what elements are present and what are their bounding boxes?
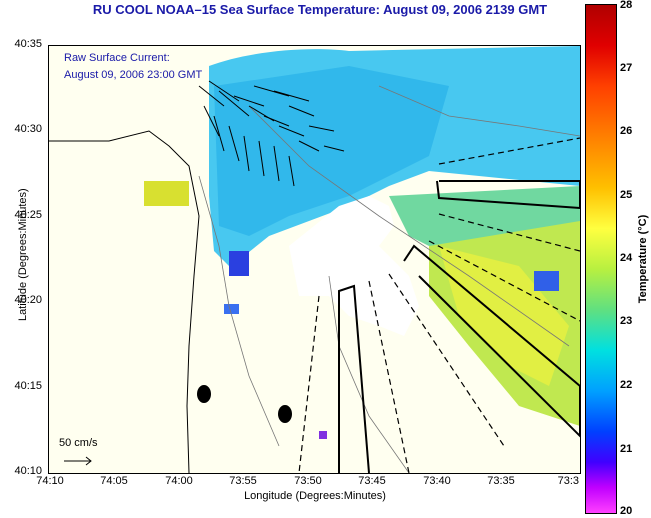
missing-data-area (289, 196, 419, 336)
sst-warm-patch (144, 181, 189, 206)
current-label-line2: August 09, 2006 23:00 GMT (64, 69, 203, 81)
colorbar-tick: 21 (620, 443, 633, 455)
colorbar-tick: 20 (620, 505, 633, 517)
map-plot-area (48, 45, 581, 474)
scale-label: 50 cm/s (59, 437, 98, 449)
sst-blue-patch (229, 251, 249, 276)
contour-line (378, 85, 580, 137)
station-dot (197, 385, 211, 403)
y-tick-label: 40:15 (14, 380, 42, 392)
y-tick-label: 40:10 (14, 465, 42, 477)
colorbar-tick: 22 (620, 379, 633, 391)
colorbar-tick: 26 (620, 125, 633, 137)
scale-arrow-head (85, 456, 92, 466)
x-tick-label: 74:00 (165, 475, 193, 487)
x-tick-label: 73:45 (358, 475, 386, 487)
colorbar-label: Temperature (°C) (637, 214, 649, 304)
surface-current-vectors (198, 80, 345, 187)
y-tick-label: 40:35 (14, 38, 42, 50)
sst-cyan-region (214, 66, 449, 236)
transect-box (403, 244, 580, 438)
x-tick-label: 73:3 (557, 475, 579, 487)
x-tick-label: 73:40 (423, 475, 451, 487)
coastline (49, 130, 200, 473)
x-tick-label: 74:05 (100, 475, 128, 487)
x-tick-label: 73:50 (294, 475, 322, 487)
colorbar-tick: 27 (620, 62, 633, 74)
station-dot (278, 405, 292, 423)
contour-line (198, 175, 280, 447)
sst-blue-patch (534, 271, 559, 291)
transect-box (436, 180, 580, 210)
x-axis-label: Longitude (Degrees:Minutes) (244, 490, 386, 502)
y-tick-label: 40:30 (14, 123, 42, 135)
colorbar-tick: 23 (620, 315, 633, 327)
sst-transition (389, 186, 580, 246)
dashed-transects (298, 137, 580, 473)
x-tick-label: 73:35 (487, 475, 515, 487)
sst-purple-patch (319, 431, 327, 439)
colorbar-tick: 28 (620, 0, 633, 11)
x-tick-label: 73:55 (229, 475, 257, 487)
colorbar-tick: 24 (620, 252, 633, 264)
sst-warm-core (439, 246, 569, 386)
sst-blue-patch (224, 304, 239, 314)
map-title: RU COOL NOAA–15 Sea Surface Temperature:… (92, 2, 548, 17)
y-tick-label: 40:25 (14, 209, 42, 221)
colorbar-tick: 25 (620, 189, 633, 201)
y-axis-label: Latitude (Degrees:Minutes) (17, 188, 29, 321)
current-label-line1: Raw Surface Current: (64, 52, 170, 64)
y-tick-label: 40:20 (14, 294, 42, 306)
transect-box (338, 284, 370, 473)
contour-line (328, 275, 410, 473)
temperature-colorbar (585, 4, 617, 514)
x-tick-label: 74:10 (36, 475, 64, 487)
sst-map (49, 46, 580, 473)
contour-line (248, 105, 570, 347)
